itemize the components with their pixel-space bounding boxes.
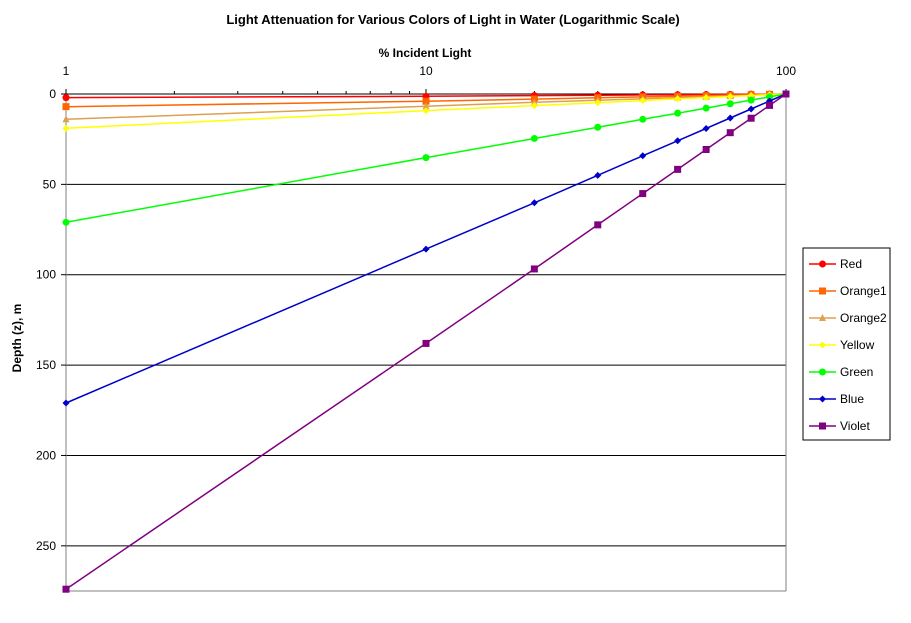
data-point-blue-8: [530, 199, 538, 207]
legend-label-orange2: Orange2: [840, 311, 887, 325]
y-tick-label-3: 150: [36, 358, 56, 372]
data-point-green-10: [62, 218, 70, 226]
data-point-yellow-9: [422, 107, 430, 115]
data-point-green-6: [639, 115, 647, 123]
data-point-green-9: [422, 154, 430, 162]
data-point-violet-7: [594, 221, 602, 229]
legend-box: [802, 247, 891, 441]
y-tick-label-2: 100: [36, 268, 56, 282]
data-point-orange2-8: [530, 98, 538, 106]
data-point-blue-3: [726, 114, 734, 122]
data-point-violet-3: [726, 129, 734, 137]
data-point-green-2: [747, 96, 755, 104]
x-axis-title: % Incident Light: [379, 46, 472, 60]
data-point-orange1-9: [422, 97, 430, 105]
legend-marker-orange2: [819, 314, 826, 321]
data-point-green-7: [594, 123, 602, 131]
legend-marker-red: [819, 260, 826, 268]
data-point-violet-8: [530, 265, 538, 273]
data-point-orange2-9: [422, 102, 430, 110]
legend-marker-violet: [819, 422, 826, 430]
legend-label-orange1: Orange1: [840, 284, 887, 298]
data-point-violet-5: [674, 165, 682, 173]
data-point-orange1-10: [62, 103, 70, 111]
plot-area: 0 50 100 150 200 250 1 10 100: [36, 64, 796, 593]
legend-marker-blue: [819, 395, 826, 403]
y-axis-title: Depth (z), m: [10, 304, 24, 373]
data-point-blue-6: [639, 152, 647, 160]
legend-marker-orange1: [819, 287, 826, 295]
legend: Red Orange1 Orange2 Yellow Green Blue Violet: [802, 247, 891, 441]
data-point-red-10: [62, 94, 70, 102]
data-point-violet-4: [702, 145, 710, 153]
data-point-yellow-7: [594, 99, 602, 107]
data-point-violet-10: [62, 585, 70, 593]
y-tick-label-1: 50: [43, 177, 57, 191]
data-point-green-3: [726, 100, 734, 108]
data-point-yellow-8: [530, 102, 538, 110]
y-tick-label-0: 0: [49, 87, 56, 101]
data-point-blue-9: [422, 245, 430, 253]
legend-label-violet: Violet: [840, 419, 870, 433]
data-point-violet-6: [639, 190, 647, 198]
data-point-blue-4: [702, 125, 710, 133]
legend-label-blue: Blue: [840, 392, 864, 406]
data-point-green-4: [702, 104, 710, 112]
data-point-green-5: [674, 109, 682, 117]
data-point-orange2-10: [62, 115, 70, 123]
x-tick-label-2: 100: [776, 64, 796, 78]
legend-label-yellow: Yellow: [840, 338, 875, 352]
legend-label-green: Green: [840, 365, 873, 379]
data-point-blue-10: [62, 399, 70, 407]
x-tick-label-0: 1: [63, 64, 70, 78]
data-point-yellow-6: [639, 97, 647, 105]
legend-label-red: Red: [840, 257, 862, 271]
y-tick-label-5: 250: [36, 539, 56, 553]
data-point-violet-1: [766, 101, 774, 109]
data-point-yellow-10: [62, 124, 70, 132]
data-point-violet-2: [747, 114, 755, 122]
y-tick-label-4: 200: [36, 448, 56, 462]
data-point-yellow-4: [702, 94, 710, 102]
data-point-violet-9: [422, 339, 430, 347]
x-tick-label-1: 10: [419, 64, 433, 78]
data-point-yellow-5: [674, 95, 682, 103]
legend-marker-yellow: [819, 341, 826, 349]
legend-marker-green: [819, 368, 826, 376]
data-point-blue-7: [594, 171, 602, 179]
chart-title: Light Attenuation for Various Colors of …: [226, 12, 679, 27]
data-point-blue-2: [747, 105, 755, 113]
data-point-blue-5: [674, 137, 682, 145]
data-point-violet-0: [782, 90, 790, 98]
data-point-green-1: [766, 93, 774, 101]
data-point-green-8: [530, 134, 538, 142]
data-point-yellow-3: [726, 93, 734, 101]
